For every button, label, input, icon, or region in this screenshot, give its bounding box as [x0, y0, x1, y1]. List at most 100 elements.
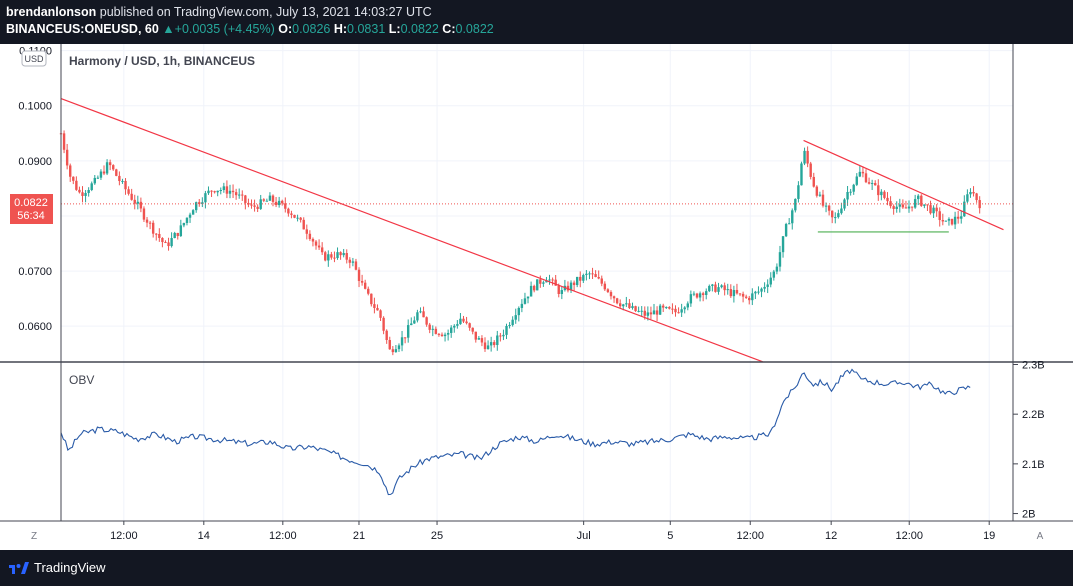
candle-body-25 [136, 201, 140, 204]
candle-body-293 [960, 216, 963, 219]
candle-body-287 [941, 220, 945, 222]
candle-body-235 [781, 236, 785, 253]
descending-trendline-1 [60, 97, 764, 363]
candle-body-269 [886, 197, 889, 202]
candle-body-132 [465, 321, 468, 324]
candle-body-109 [394, 349, 398, 353]
candle-body-39 [179, 225, 183, 237]
candle-body-284 [932, 207, 935, 214]
candle-body-212 [711, 284, 714, 286]
candle-body-24 [133, 199, 136, 204]
candle-body-41 [185, 217, 189, 224]
candle-body-268 [883, 191, 886, 198]
candle-body-129 [456, 324, 459, 326]
drawing-lines[interactable] [60, 97, 1004, 363]
obv-line [60, 368, 971, 496]
high-value: 0.0831 [347, 22, 386, 36]
zoom-icon: Z [31, 531, 37, 542]
change-up-icon: ▲ [162, 22, 175, 36]
candle-body-52 [219, 190, 222, 192]
candle-body-292 [956, 216, 960, 219]
candle-body-126 [446, 332, 450, 335]
candle-body-188 [637, 310, 640, 312]
candle-body-43 [191, 210, 195, 215]
time-tick-8: 12 [825, 530, 837, 542]
candle-body-197 [665, 307, 668, 309]
candle-body-84 [317, 245, 321, 248]
candle-body-200 [674, 308, 677, 313]
zoom-button[interactable] [24, 527, 44, 543]
candle-body-263 [867, 182, 871, 184]
candle-body-276 [907, 206, 911, 209]
symbol-name[interactable]: BINANCEUS:ONEUSD, 60 [6, 22, 159, 36]
time-axis[interactable]: 12:00 14 12:00 21 25 Jul 5 12:00 12 12:00 19 [110, 521, 995, 542]
tradingview-logo-icon[interactable] [8, 561, 30, 575]
candle-body-81 [308, 233, 312, 239]
candle-body-233 [775, 266, 779, 272]
publish-header: brendanlonson published on TradingView.c… [0, 0, 1073, 44]
candle-body-143 [499, 335, 502, 337]
candle-body-219 [732, 289, 736, 297]
candle-body-294 [963, 201, 966, 217]
candle-body-6 [78, 189, 81, 193]
auto-scale-button[interactable] [1030, 527, 1050, 543]
candle-body-290 [950, 218, 954, 225]
candle-body-147 [511, 319, 514, 326]
candle-body-278 [913, 199, 917, 208]
candle-body-183 [622, 304, 625, 307]
publish-info: brendanlonson published on TradingView.c… [6, 5, 432, 19]
currency-badge: USD [24, 54, 44, 64]
candle-body-220 [735, 289, 739, 294]
candle-body-289 [947, 218, 951, 221]
last-price-badge [10, 194, 53, 224]
candle-body-96 [354, 261, 358, 270]
price-tick-4: 0.0700 [18, 266, 52, 278]
candle-body-61 [247, 202, 250, 205]
candle-body-154 [532, 285, 536, 291]
candle-body-118 [422, 311, 425, 318]
candle-body-54 [225, 186, 229, 194]
candle-body-227 [757, 291, 760, 293]
obv-tick-0: 2.3B [1022, 359, 1045, 371]
candle-body-70 [274, 201, 278, 206]
candle-body-152 [526, 296, 530, 299]
publisher-name[interactable]: brendanlonson [6, 5, 97, 19]
candle-body-8 [84, 192, 87, 196]
candle-body-127 [450, 327, 453, 333]
candle-body-238 [791, 210, 794, 224]
candle-body-87 [327, 254, 330, 261]
candle-body-101 [370, 293, 373, 305]
candle-body-58 [238, 194, 241, 196]
candle-body-19 [118, 175, 121, 182]
candle-body-88 [330, 254, 333, 258]
candle-body-94 [348, 259, 352, 263]
candle-body-195 [658, 305, 662, 315]
candle-body-253 [837, 213, 840, 218]
candle-body-167 [572, 282, 576, 286]
candle-body-173 [591, 273, 594, 275]
candle-body-72 [281, 200, 284, 204]
candle-body-68 [268, 195, 272, 201]
candle-body-208 [698, 293, 702, 298]
candle-body-103 [376, 307, 379, 311]
candle-body-191 [646, 312, 650, 316]
candle-body-159 [548, 279, 551, 281]
time-tick-2: 12:00 [269, 530, 297, 542]
candle-body-267 [880, 191, 883, 196]
candle-body-179 [609, 292, 613, 297]
currency-badge-box[interactable] [21, 50, 47, 67]
candle-body-34 [164, 242, 167, 244]
candle-body-36 [170, 238, 173, 247]
close-label: C: [442, 22, 456, 36]
obv-axis[interactable]: 2.3B 2.2B 2.1B 2B [1013, 359, 1045, 521]
candle-body-20 [121, 180, 124, 182]
candle-body-280 [920, 195, 923, 206]
candle-body-4 [72, 176, 75, 181]
candle-body-244 [809, 163, 812, 177]
tradingview-brand[interactable]: TradingView [34, 560, 106, 575]
candle-body-49 [210, 190, 213, 192]
candle-body-93 [345, 253, 348, 260]
candle-body-3 [69, 165, 72, 177]
